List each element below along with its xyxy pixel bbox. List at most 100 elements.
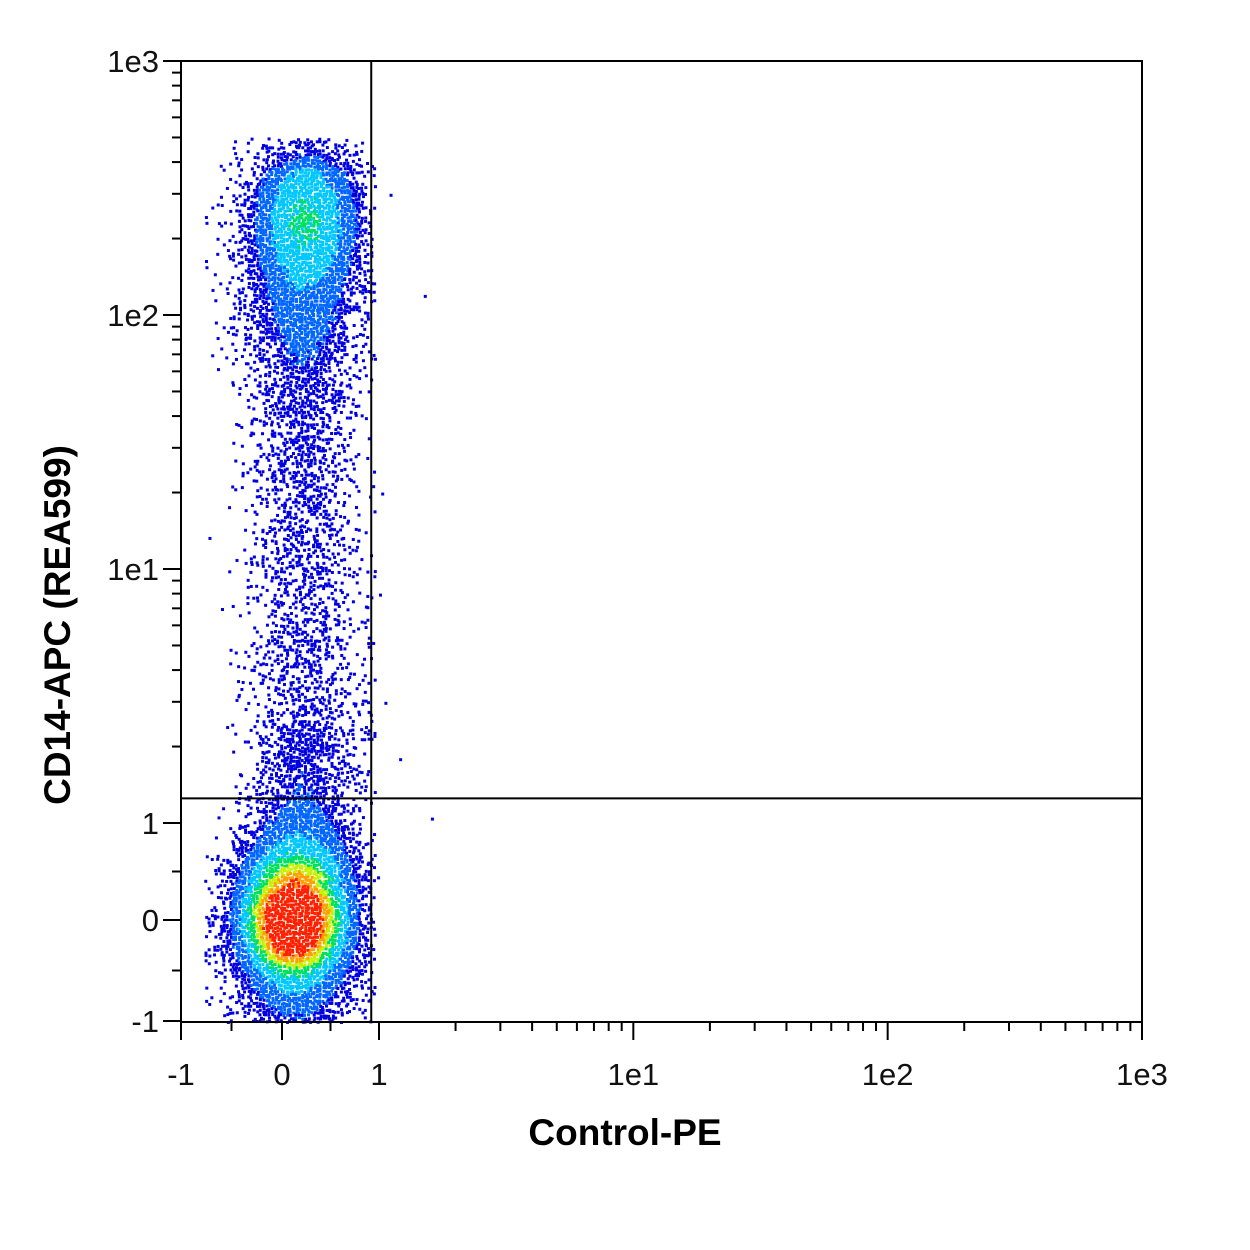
event-dot (273, 701, 277, 705)
event-dot (316, 170, 320, 174)
event-dot (316, 444, 320, 448)
event-dot (265, 422, 269, 426)
event-dot (315, 542, 319, 546)
event-dot (292, 305, 296, 309)
event-dot (300, 206, 304, 210)
event-dot (310, 239, 314, 243)
event-dot (300, 563, 304, 567)
event-dot (310, 224, 314, 228)
event-dot (306, 218, 310, 222)
event-dot (277, 587, 281, 591)
event-dot (252, 309, 256, 313)
event-dot (300, 362, 304, 366)
event-dot (273, 470, 277, 474)
event-dot (309, 665, 313, 669)
event-dot (255, 537, 259, 541)
event-dot (256, 263, 260, 267)
event-dot (321, 225, 325, 229)
event-dot (264, 278, 268, 282)
event-dot (309, 485, 313, 489)
event-dot (318, 152, 322, 156)
event-dot (283, 330, 287, 334)
event-dot (303, 410, 307, 414)
event-dot (363, 260, 367, 264)
event-dot (354, 219, 358, 223)
event-dot (334, 180, 338, 184)
event-dot (297, 305, 301, 309)
event-dot (354, 411, 358, 415)
event-dot (345, 642, 349, 646)
event-dot (312, 282, 316, 286)
event-dot (310, 344, 314, 348)
event-dot (312, 330, 316, 334)
event-dot (346, 191, 350, 195)
event-dot (291, 342, 295, 346)
event-dot (315, 393, 319, 397)
event-dot (348, 183, 352, 187)
event-dot (291, 324, 295, 328)
event-dot (276, 816, 280, 820)
event-dot (259, 200, 263, 204)
event-dot (252, 239, 256, 243)
event-dot (330, 158, 334, 162)
event-dot (297, 759, 301, 763)
event-dot (295, 806, 299, 810)
event-dot (324, 294, 328, 298)
event-dot (304, 740, 308, 744)
event-dot (306, 162, 310, 166)
event-dot (342, 173, 346, 177)
event-dot (316, 378, 320, 382)
event-dot (271, 806, 275, 810)
event-dot (337, 623, 341, 627)
event-dot (232, 194, 236, 198)
event-dot (321, 243, 325, 247)
event-dot (277, 320, 281, 324)
event-dot (315, 707, 319, 711)
event-dot (360, 170, 364, 174)
event-dot (328, 335, 332, 339)
event-dot (273, 593, 277, 597)
event-dot (300, 728, 304, 732)
event-dot (267, 357, 271, 361)
event-dot (340, 216, 344, 220)
event-dot (336, 750, 340, 754)
event-dot (309, 296, 313, 300)
event-dot (267, 758, 271, 762)
event-dot (271, 299, 275, 303)
event-dot (336, 170, 340, 174)
event-dot (283, 171, 287, 175)
event-dot (337, 269, 341, 273)
event-dot (282, 252, 286, 256)
event-dot (298, 264, 302, 268)
event-dot (303, 786, 307, 790)
event-dot (336, 431, 340, 435)
event-dot (262, 158, 266, 162)
event-dot (330, 186, 334, 190)
event-dot (304, 369, 308, 373)
event-dot (286, 732, 290, 736)
event-dot (264, 203, 268, 207)
event-dot (258, 381, 262, 385)
event-dot (312, 143, 316, 147)
event-dot (264, 801, 268, 805)
event-dot (303, 747, 307, 751)
event-dot (300, 222, 304, 226)
event-dot (280, 567, 284, 571)
event-dot (315, 165, 319, 169)
event-dot (318, 225, 322, 229)
event-dot (255, 354, 259, 358)
event-dot (321, 746, 325, 750)
event-dot (310, 330, 314, 334)
event-dot (252, 555, 256, 559)
event-dot (277, 680, 281, 684)
event-dot (288, 800, 292, 804)
event-dot (331, 672, 335, 676)
event-dot (348, 573, 352, 577)
event-dot (270, 423, 274, 427)
event-dot (291, 261, 295, 265)
event-dot (348, 311, 352, 315)
event-dot (274, 779, 278, 783)
event-dot (325, 284, 329, 288)
event-dot (312, 620, 316, 624)
event-dot (307, 575, 311, 579)
